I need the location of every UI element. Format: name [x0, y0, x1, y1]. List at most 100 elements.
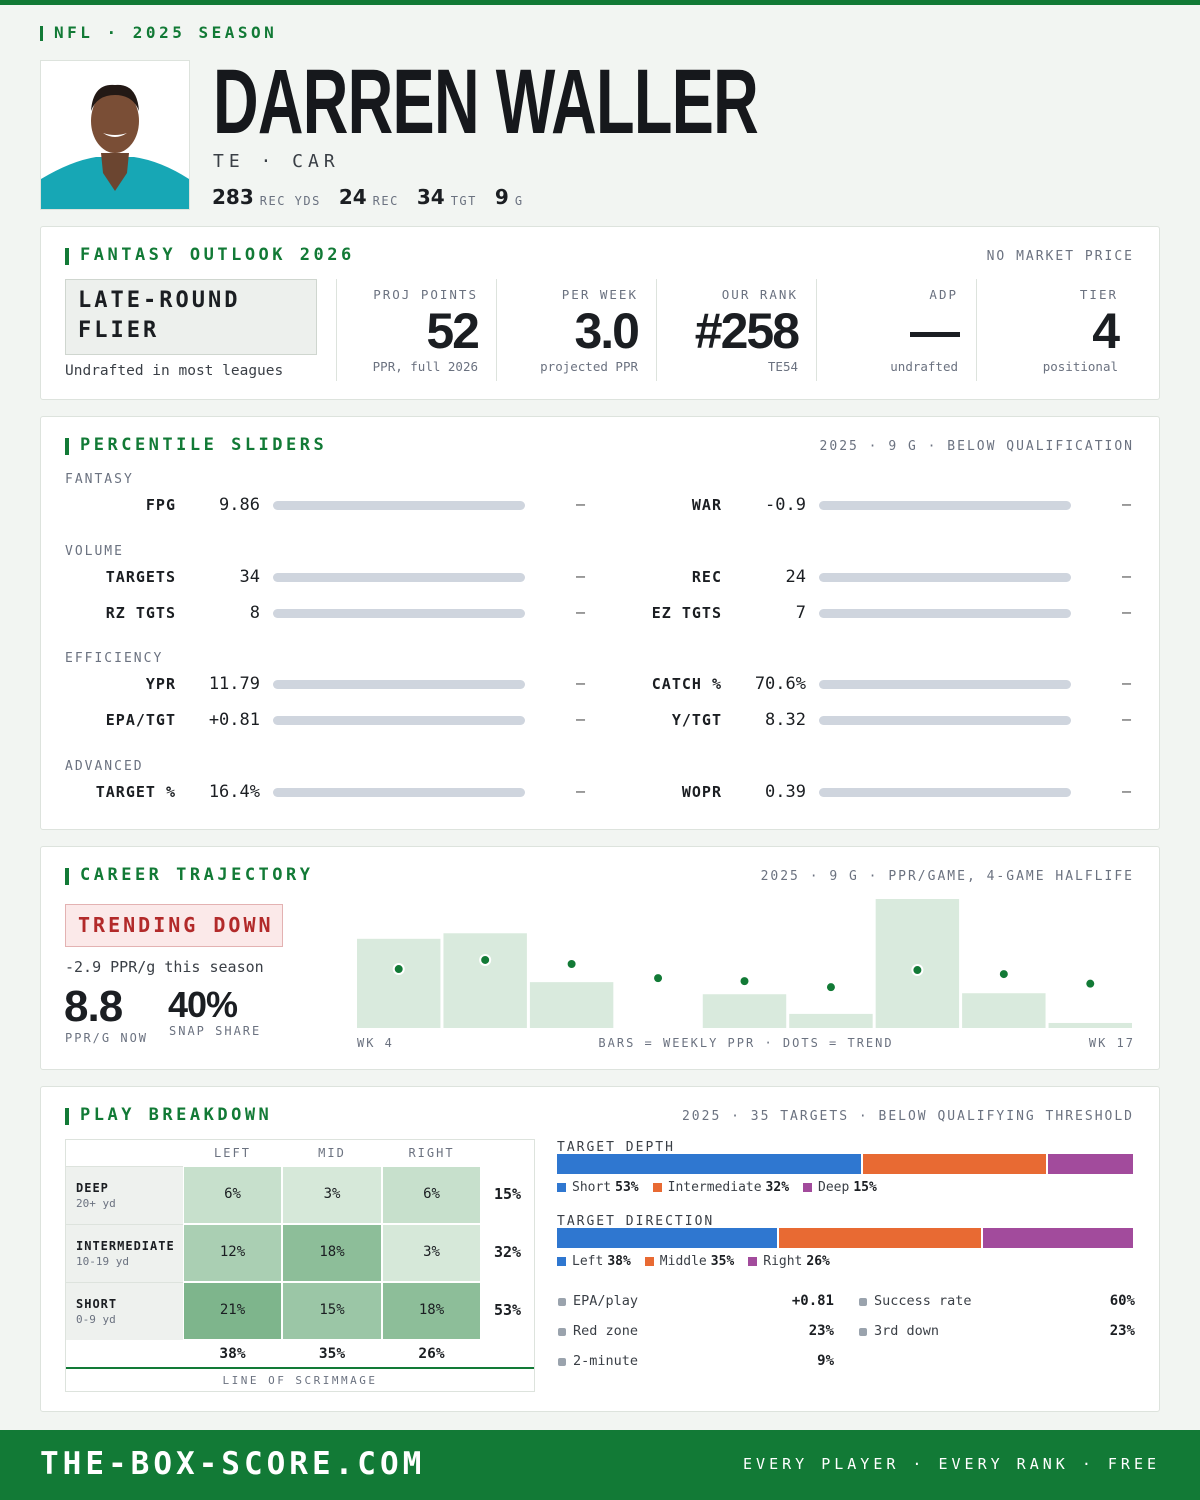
- divider: [336, 279, 337, 381]
- row-header: [66, 1166, 183, 1224]
- column-total: 26%: [418, 1346, 445, 1362]
- legend-value: 53%: [615, 1180, 639, 1195]
- metric-value: #258: [694, 303, 800, 359]
- bar-title: TARGET DEPTH: [557, 1140, 675, 1155]
- row-header: [66, 1282, 183, 1340]
- slider-label: FPG: [145, 496, 176, 514]
- metric-name: Red zone: [573, 1323, 639, 1339]
- heat-cell-label: 18%: [319, 1244, 345, 1260]
- slider-label: WOPR: [681, 783, 722, 801]
- legend-swatch: [803, 1183, 813, 1192]
- slider-label: YPR: [145, 675, 176, 693]
- legend-name: Left: [572, 1254, 604, 1269]
- tagline: EVERY PLAYER · EVERY RANK · FREE: [743, 1455, 1160, 1473]
- weekly-bar: [962, 993, 1046, 1028]
- slider-label: EPA/TGT: [105, 711, 176, 729]
- slider-track: [273, 501, 525, 510]
- week-label: WK 17: [1088, 1036, 1135, 1050]
- heat-cell-label: 6%: [423, 1186, 440, 1202]
- weekly-bar: [875, 899, 960, 1028]
- heat-cell-label: 12%: [219, 1244, 246, 1260]
- slider-rank: —: [576, 495, 586, 513]
- legend-swatch: [644, 1257, 654, 1266]
- trend-dot: [565, 958, 578, 971]
- slider-value: 0.39: [765, 782, 806, 802]
- slider-rank: —: [576, 782, 586, 800]
- stat-value: 34: [416, 185, 445, 209]
- metric-name: EPA/play: [573, 1293, 639, 1309]
- heat-cell: [382, 1166, 481, 1224]
- metric-value: +0.81: [791, 1293, 834, 1309]
- slider-track: [273, 680, 525, 689]
- legend-value: 26%: [806, 1254, 830, 1269]
- row-total: 53%: [493, 1301, 522, 1319]
- heat-cell: [183, 1282, 282, 1340]
- row-header: [66, 1224, 183, 1282]
- group-label: FANTASY: [65, 472, 134, 487]
- group-label: ADVANCED: [65, 759, 144, 774]
- row-name: SHORT: [76, 1297, 118, 1311]
- row-name: DEEP: [76, 1181, 109, 1195]
- weekly-bar: [357, 938, 441, 1028]
- trend-dot: [479, 953, 492, 966]
- slider-value: 34: [239, 567, 260, 587]
- slider-label: RZ TGTS: [105, 604, 176, 622]
- slider-value: 16.4%: [208, 782, 260, 802]
- slider-label: CATCH %: [651, 675, 722, 693]
- legend-swatch: [652, 1183, 662, 1192]
- now-label: PPR/G NOW: [65, 1031, 149, 1045]
- weekly-bar: [702, 994, 787, 1028]
- slider-label: Y/TGT: [671, 711, 722, 729]
- trend-dot: [738, 975, 751, 988]
- slider-value: 24: [785, 567, 806, 587]
- trend-dot: [824, 981, 837, 994]
- column-total: 35%: [318, 1346, 346, 1362]
- section-note: 2025 · 9 G · BELOW QUALIFICATION: [819, 439, 1134, 454]
- section-tick: [65, 1108, 69, 1125]
- trend-dot: [911, 964, 924, 977]
- metric-value: 4: [1092, 303, 1120, 359]
- legend-swatch: [557, 1183, 566, 1192]
- slider-rank: —: [1122, 782, 1132, 800]
- stat-label: G: [514, 194, 524, 208]
- metric-value: 3.0: [574, 303, 640, 359]
- slider-label: TARGET %: [95, 783, 176, 801]
- league: NFL · 2025 SEASON: [54, 23, 278, 42]
- heat-cell: [382, 1224, 481, 1282]
- divider: [496, 279, 497, 381]
- metric-sub: undrafted: [890, 359, 958, 374]
- slider-rank: —: [576, 674, 586, 692]
- stat-label: REC YDS: [259, 194, 321, 208]
- slider-rank: —: [576, 567, 586, 585]
- segment: [557, 1228, 777, 1248]
- slider-rank: —: [1122, 567, 1132, 585]
- legend-swatch: [557, 1257, 566, 1266]
- metric-name: 3rd down: [874, 1323, 940, 1339]
- stat-value: 9: [494, 185, 509, 209]
- section-note: NO MARKET PRICE: [986, 249, 1134, 264]
- metric-value: —: [910, 303, 960, 359]
- metric-value: 23%: [1109, 1323, 1135, 1339]
- slider-label: TARGETS: [105, 568, 176, 586]
- segment: [778, 1228, 982, 1248]
- group-label: EFFICIENCY: [65, 651, 164, 666]
- slider-track: [273, 788, 525, 797]
- divider: [976, 279, 977, 381]
- segment: [1048, 1154, 1133, 1174]
- slider-track: [819, 609, 1071, 618]
- metric-dot: [558, 1358, 566, 1366]
- player-photo: [40, 60, 190, 210]
- metric-name: Success rate: [874, 1293, 972, 1309]
- slider-track: [273, 573, 525, 582]
- snap-value: 40%: [168, 984, 238, 1025]
- slider-rank: —: [1122, 674, 1132, 692]
- metric-value: 9%: [817, 1353, 834, 1369]
- metric-name: 2-minute: [573, 1353, 639, 1369]
- metric-label: PROJ POINTS: [373, 287, 478, 302]
- heat-cell-label: 6%: [224, 1186, 241, 1202]
- section-title: PLAY BREAKDOWN: [80, 1105, 273, 1125]
- column-total: 38%: [219, 1346, 246, 1362]
- trend-badge-text: TRENDING DOWN: [78, 913, 274, 937]
- section-tick: [65, 438, 69, 455]
- metric-dot: [558, 1298, 566, 1306]
